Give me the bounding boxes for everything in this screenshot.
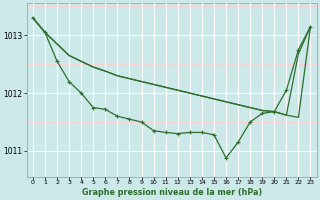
X-axis label: Graphe pression niveau de la mer (hPa): Graphe pression niveau de la mer (hPa) (82, 188, 262, 197)
